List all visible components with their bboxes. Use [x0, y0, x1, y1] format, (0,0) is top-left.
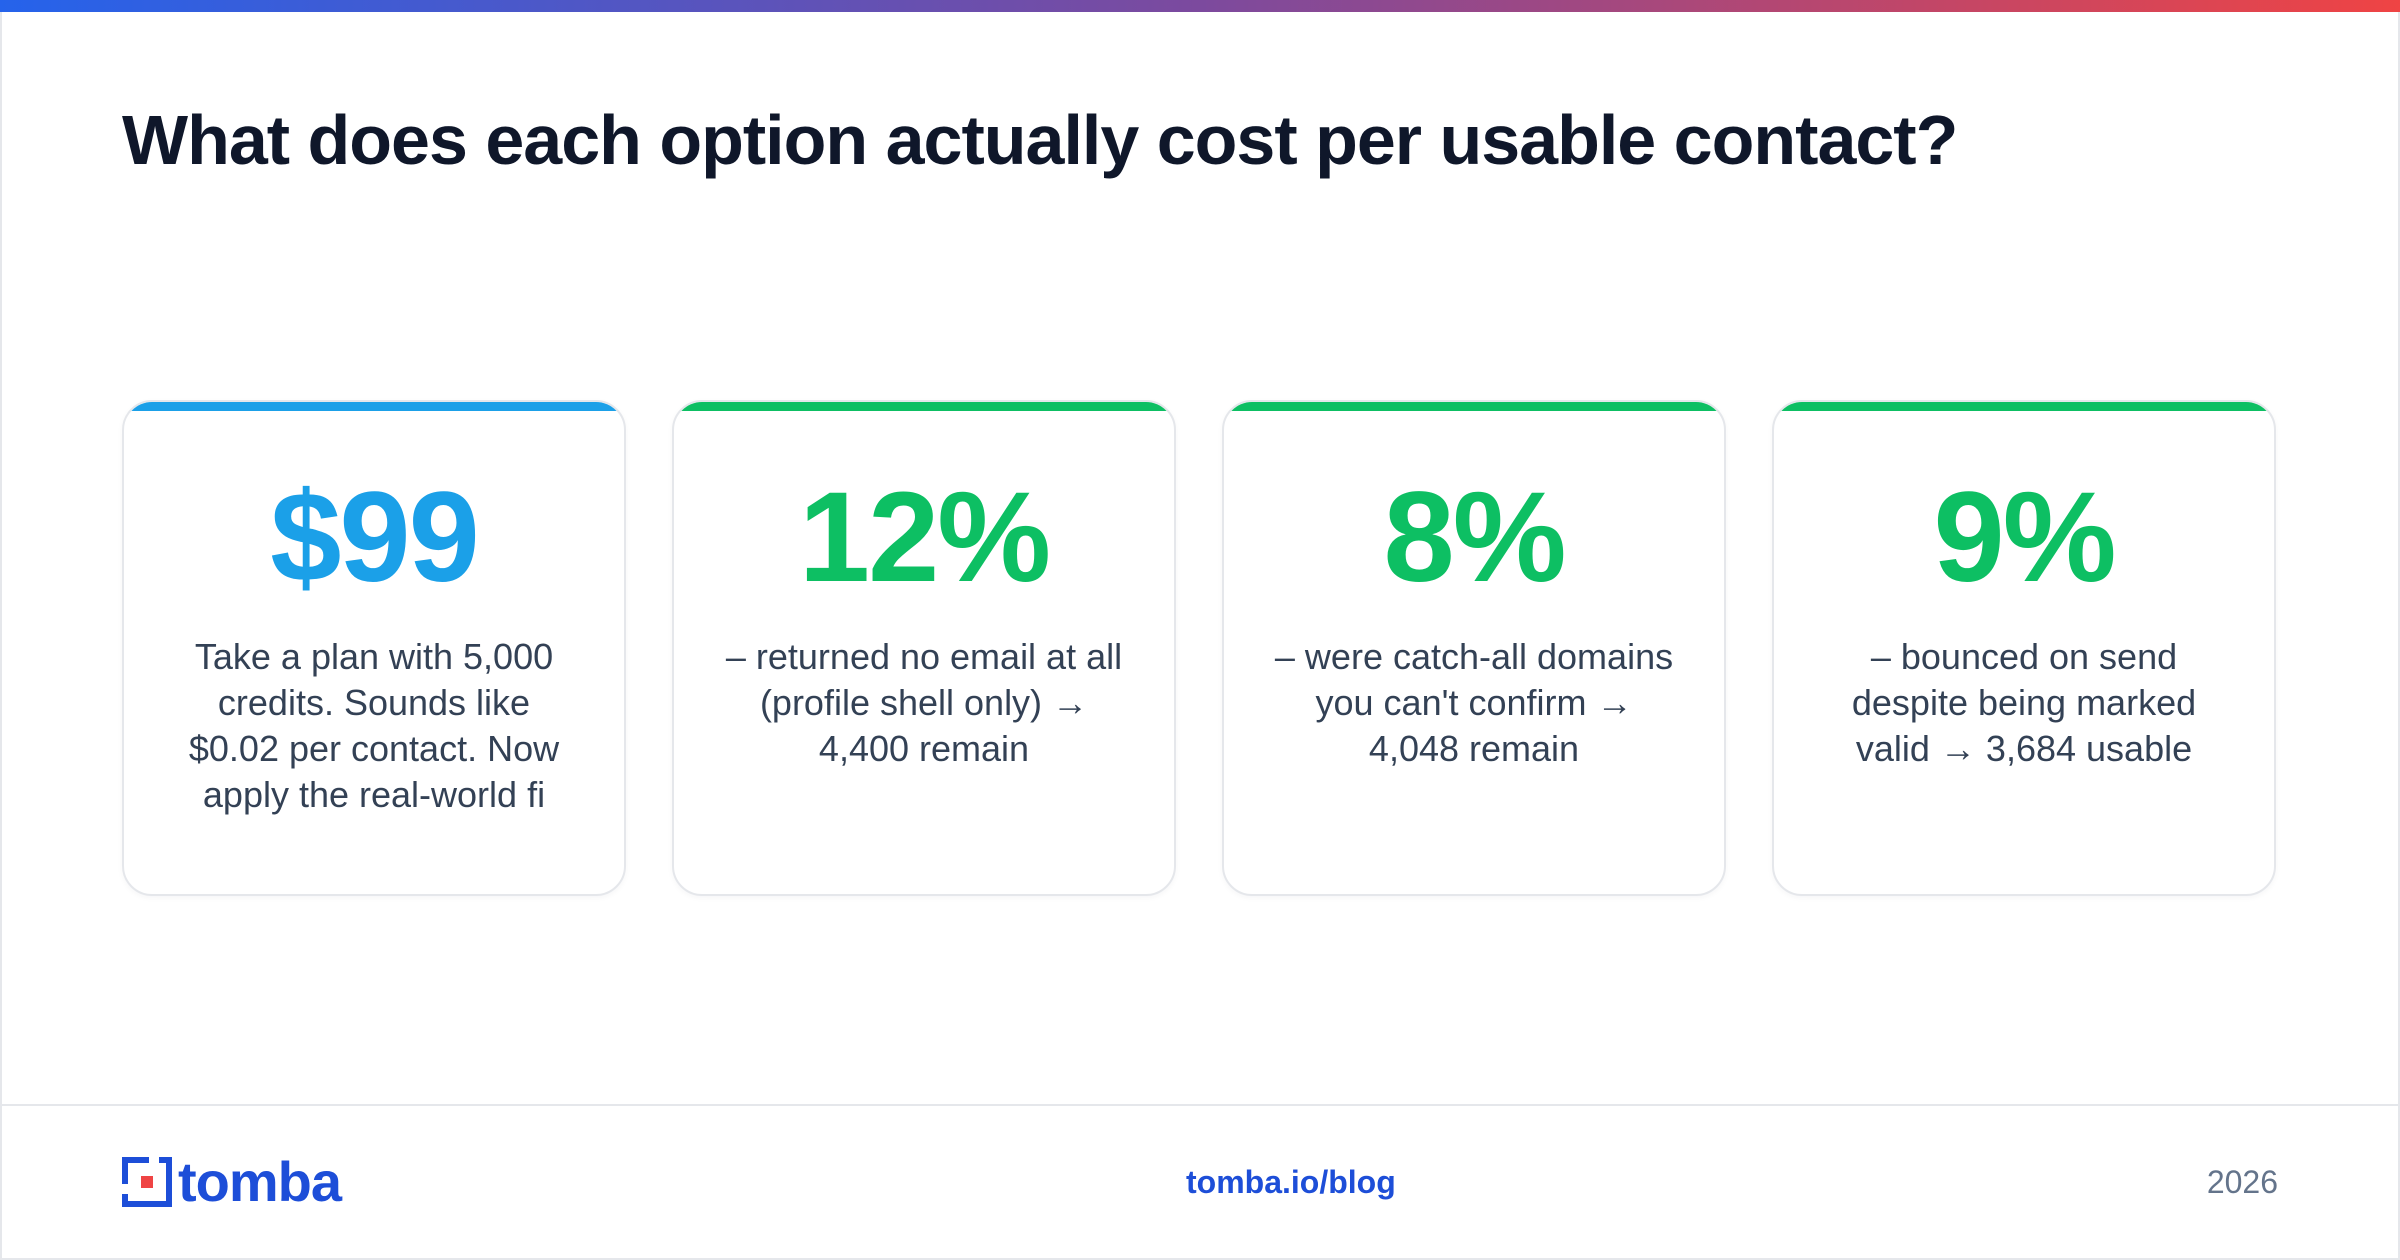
stat-card-bounced: 9% – bounced on send despite being marke…: [1772, 400, 2276, 896]
card-metric: 8%: [1383, 466, 1567, 609]
stat-card-price: $99 Take a plan with 5,000 credits. Soun…: [122, 400, 626, 896]
tomba-logo-icon: [122, 1157, 172, 1207]
stat-cards: $99 Take a plan with 5,000 credits. Soun…: [122, 400, 2278, 896]
page-title: What does each option actually cost per …: [122, 101, 1958, 179]
footer-year: 2026: [2206, 1164, 2278, 1200]
card-description: Take a plan with 5,000 credits. Sounds l…: [188, 636, 560, 815]
card-metric: $99: [270, 466, 480, 609]
top-gradient-bar: [0, 0, 2400, 12]
card-accent-bar: [1774, 402, 2274, 411]
card-description: – returned no email at all (profile shel…: [725, 636, 1123, 769]
card-description: – were catch-all domains you can't confi…: [1274, 636, 1674, 769]
stat-card-no-email: 12% – returned no email at all (profile …: [672, 400, 1176, 896]
footer-divider: [0, 1104, 2400, 1106]
card-accent-bar: [674, 402, 1174, 411]
blog-link[interactable]: tomba.io/blog: [1186, 1164, 1396, 1200]
card-accent-bar: [1224, 402, 1724, 411]
card-description: – bounced on send despite being marked v…: [1851, 636, 2197, 769]
card-metric: 12%: [798, 466, 1051, 609]
card-accent-bar: [124, 402, 624, 411]
logo-wordmark: tomba: [178, 1150, 342, 1213]
stat-card-catch-all: 8% – were catch-all domains you can't co…: [1222, 400, 1726, 896]
card-metric: 9%: [1933, 466, 2117, 609]
tomba-logo: tomba: [122, 1150, 342, 1213]
